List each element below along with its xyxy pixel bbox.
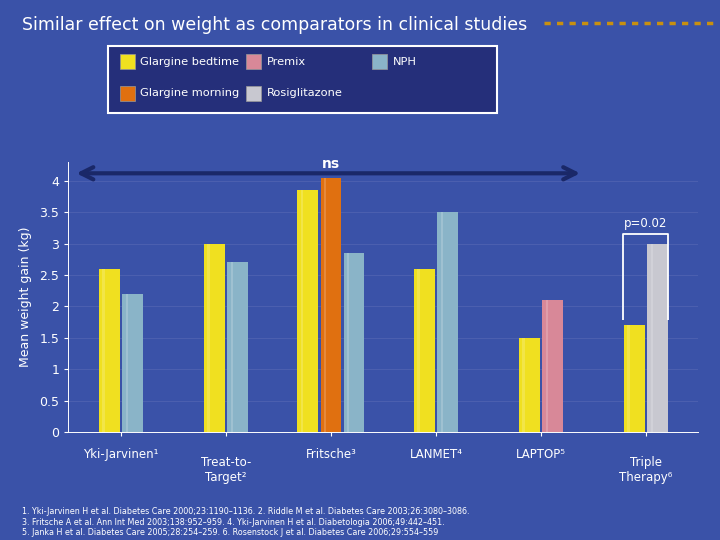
Bar [324, 178, 326, 432]
Bar [651, 244, 653, 432]
Text: Fritsche³: Fritsche³ [305, 448, 356, 461]
Bar [125, 294, 128, 432]
Text: Triple
Therapy⁶: Triple Therapy⁶ [619, 456, 672, 484]
Bar [297, 190, 318, 432]
Bar [418, 269, 420, 432]
Text: Glargine bedtime: Glargine bedtime [140, 57, 239, 66]
Text: p=0.02: p=0.02 [624, 218, 667, 231]
Text: LAPTOP⁵: LAPTOP⁵ [516, 448, 566, 461]
Text: Yki-Jarvinen¹: Yki-Jarvinen¹ [83, 448, 158, 461]
Bar [122, 294, 143, 432]
Bar [546, 300, 548, 432]
Bar [542, 300, 563, 432]
Text: NPH: NPH [392, 57, 416, 66]
Bar [347, 253, 349, 432]
Bar [627, 325, 630, 432]
Bar [647, 244, 668, 432]
Bar [102, 269, 105, 432]
Bar [343, 253, 364, 432]
Text: Treat-to-
Target²: Treat-to- Target² [201, 456, 251, 484]
Bar [523, 338, 525, 432]
Bar [227, 262, 248, 432]
Text: LANMET⁴: LANMET⁴ [410, 448, 462, 461]
Text: Similar effect on weight as comparators in clinical studies: Similar effect on weight as comparators … [22, 16, 527, 34]
Bar [99, 269, 120, 432]
Text: Glargine morning: Glargine morning [140, 89, 240, 98]
Bar [301, 190, 303, 432]
Bar [519, 338, 540, 432]
Y-axis label: Mean weight gain (kg): Mean weight gain (kg) [19, 227, 32, 367]
Bar [624, 325, 644, 432]
Text: ns: ns [322, 157, 340, 171]
Bar [230, 262, 233, 432]
Text: 1. Yki-Jarvinen H et al. Diabetes Care 2000;23:1190–1136. 2. Riddle M et al. Dia: 1. Yki-Jarvinen H et al. Diabetes Care 2… [22, 508, 469, 537]
Bar [414, 269, 435, 432]
Text: Premix: Premix [266, 57, 305, 66]
Bar [207, 244, 210, 432]
Bar [204, 244, 225, 432]
Bar [437, 212, 458, 432]
Bar [320, 178, 341, 432]
Bar [441, 212, 443, 432]
Text: Rosiglitazone: Rosiglitazone [266, 89, 342, 98]
